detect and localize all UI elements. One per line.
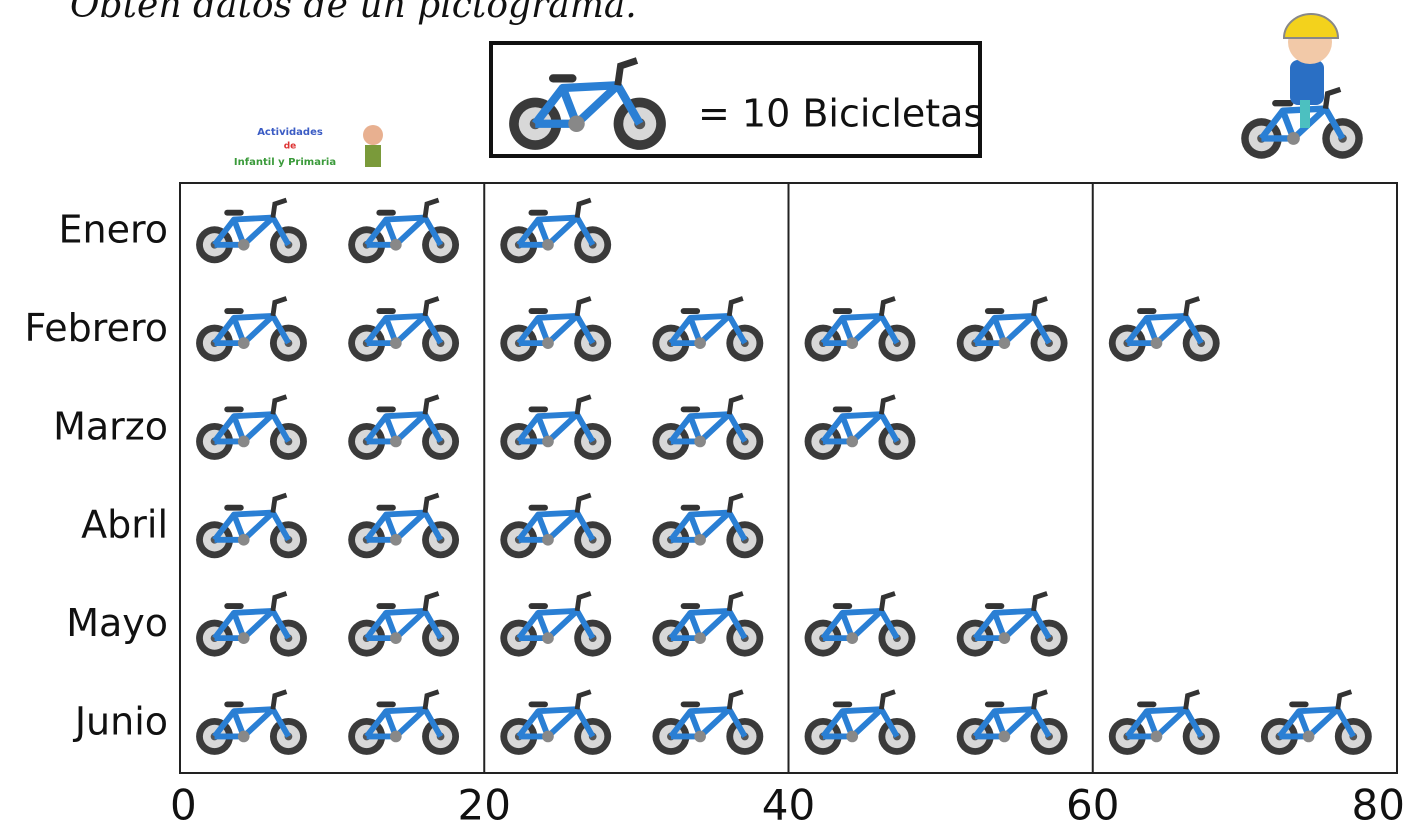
- bike-icon: [500, 593, 611, 656]
- bike-icon: [500, 200, 611, 263]
- bike-icon: [652, 397, 763, 460]
- bike-icon: [196, 495, 307, 558]
- bike-icon: [805, 593, 916, 656]
- title: Obtén datos de un pictograma.: [70, 0, 637, 26]
- logo: Actividades de Infantil y Primaria: [234, 125, 383, 168]
- bike-icon: [348, 593, 459, 656]
- icon-row: [196, 692, 1372, 755]
- icon-row: [196, 298, 1220, 361]
- chart: Obtén datos de un pictograma. = 10 Bicic…: [0, 0, 1421, 833]
- bike-icon: [348, 495, 459, 558]
- bike-icon: [196, 397, 307, 460]
- bike-icon: [196, 298, 307, 361]
- legend-icon: [509, 61, 666, 150]
- category-label: Mayo: [66, 601, 168, 645]
- bike-icon: [500, 692, 611, 755]
- category-label: Febrero: [25, 306, 168, 350]
- bike-icon: [348, 298, 459, 361]
- logo-text: Infantil y Primaria: [234, 157, 336, 168]
- bike-icon: [652, 495, 763, 558]
- logo-text: de: [284, 142, 297, 152]
- category-label: Enero: [58, 208, 168, 252]
- bike-icon: [1261, 692, 1372, 755]
- bike-icon: [500, 397, 611, 460]
- category-label: Abril: [81, 503, 168, 547]
- bike-icon: [348, 692, 459, 755]
- cyclist-illustration: [1241, 14, 1363, 159]
- category-label: Marzo: [53, 404, 168, 448]
- legend-label: = 10 Bicicletas: [698, 92, 983, 136]
- icon-row: [196, 397, 915, 460]
- x-tick-label: 80: [1352, 781, 1405, 830]
- category-label: Junio: [73, 699, 168, 743]
- bike-icon: [348, 397, 459, 460]
- bike-icon: [1109, 692, 1220, 755]
- x-tick-label: 60: [1066, 781, 1119, 830]
- icon-row: [196, 200, 611, 263]
- bike-icon: [652, 593, 763, 656]
- bike-icon: [652, 298, 763, 361]
- icon-row: [196, 495, 763, 558]
- bike-icon: [957, 692, 1068, 755]
- x-tick-label: 40: [762, 781, 815, 830]
- bike-icon: [196, 692, 307, 755]
- logo-text: Actividades: [257, 127, 323, 138]
- bike-icon: [805, 692, 916, 755]
- bike-icon: [805, 397, 916, 460]
- bike-icon: [652, 692, 763, 755]
- bike-icon: [1109, 298, 1220, 361]
- bike-icon: [500, 495, 611, 558]
- x-tick-label: 20: [458, 781, 511, 830]
- bike-icon: [805, 298, 916, 361]
- bike-icon: [957, 593, 1068, 656]
- bike-icon: [348, 200, 459, 263]
- bike-icon: [196, 200, 307, 263]
- legend: = 10 Bicicletas: [491, 43, 983, 156]
- bike-icon: [957, 298, 1068, 361]
- bike-icon: [500, 298, 611, 361]
- x-tick-label: 0: [170, 781, 197, 830]
- bike-icon: [196, 593, 307, 656]
- icon-row: [196, 593, 1067, 656]
